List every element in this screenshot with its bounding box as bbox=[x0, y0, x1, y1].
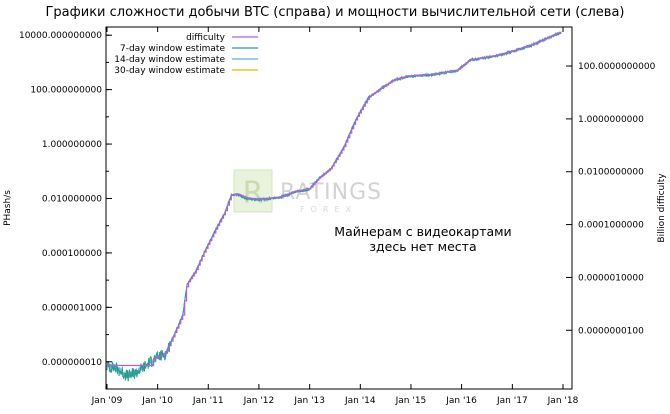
y-right-tick-label: 0.0000010000 bbox=[578, 273, 644, 283]
x-tick-label: Jan '12 bbox=[243, 396, 275, 406]
y-left-axis: 10000.000000000 100.000000000 1.000000000 0… bbox=[19, 31, 112, 368]
legend-label: 7-day window estimate bbox=[120, 44, 225, 54]
x-tick-label: Jan '15 bbox=[395, 396, 427, 406]
x-tick-label: Jan '16 bbox=[445, 396, 477, 406]
watermark-logo-box bbox=[233, 169, 273, 213]
y-left-tick-label: 10000.000000000 bbox=[19, 31, 102, 41]
annotation-line-1: Майнерам с видеокартами bbox=[334, 224, 512, 239]
x-tick-label: Jan '18 bbox=[547, 396, 579, 406]
y-right-axis: 100.0000000000 1.0000000000 0.0100000000 0.… bbox=[566, 62, 656, 336]
x-tick-label: Jan '13 bbox=[293, 396, 325, 406]
y-right-tick-label: 100.0000000000 bbox=[578, 62, 656, 72]
y-left-tick-label: 0.000000010 bbox=[42, 358, 102, 368]
y-left-tick-label: 0.000001000 bbox=[42, 303, 102, 313]
x-tick-label: Jan '11 bbox=[192, 396, 224, 406]
y-right-tick-label: 0.0001000000 bbox=[578, 221, 644, 231]
watermark-logo-letter: R bbox=[243, 176, 264, 211]
series-difficulty-line bbox=[107, 31, 562, 367]
x-tick-label: Jan '09 bbox=[91, 396, 123, 406]
x-tick-label: Jan '17 bbox=[496, 396, 528, 406]
y-left-tick-label: 1.000000000 bbox=[42, 140, 102, 150]
x-tick-label: Jan '14 bbox=[344, 396, 376, 406]
y-left-tick-label: 0.010000000 bbox=[42, 194, 102, 204]
plot-lines bbox=[106, 31, 562, 382]
y-right-tick-label: 0.0000000100 bbox=[578, 326, 644, 336]
x-axis: Jan '09 Jan '10 Jan '11 Jan '12 Jan '13 Jan '… bbox=[91, 27, 579, 406]
legend-label: difficulty bbox=[186, 33, 226, 43]
y-axis-label-left: PHash/s bbox=[3, 190, 13, 226]
legend-label: 30-day window estimate bbox=[114, 66, 225, 76]
plot-frame bbox=[105, 26, 573, 390]
legend-label: 14-day window estimate bbox=[114, 55, 225, 65]
watermark-brand: RATINGS bbox=[280, 180, 382, 205]
y-right-tick-label: 1.0000000000 bbox=[578, 115, 644, 125]
chart-title: Графики сложности добычи BTC (справа) и … bbox=[45, 5, 625, 20]
annotation-line-2: здесь нет места bbox=[369, 239, 477, 254]
y-left-tick-label: 100.000000000 bbox=[30, 86, 102, 96]
x-tick-label: Jan '10 bbox=[141, 396, 173, 406]
y-right-tick-label: 0.0100000000 bbox=[578, 168, 644, 178]
y-left-tick-label: 0.000100000 bbox=[42, 249, 102, 259]
annotation: Майнерам с видеокартами здесь нет места bbox=[318, 224, 528, 254]
y-axis-label-right: Billion difficulty bbox=[657, 173, 667, 243]
watermark-sub: FOREX bbox=[300, 205, 357, 214]
